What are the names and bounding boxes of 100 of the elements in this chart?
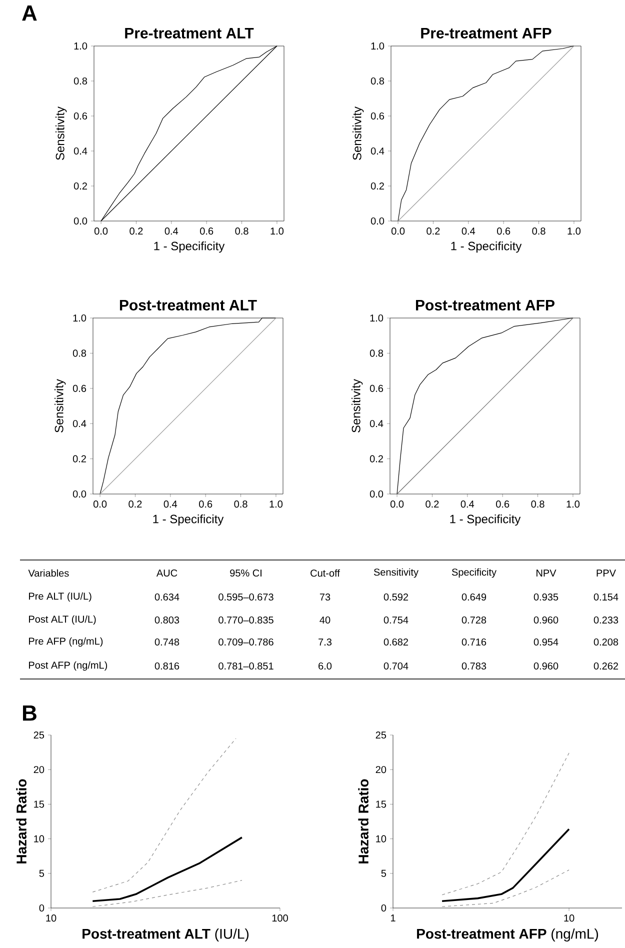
y-tick-label: 0.6 <box>72 384 86 392</box>
x-tick-label: 100 <box>272 914 288 922</box>
y-tick-label: 0.8 <box>74 77 88 85</box>
category-label: Variables <box>28 569 69 577</box>
y-tick-label: 0 <box>39 904 44 912</box>
y-tick-label: 0.2 <box>74 182 87 190</box>
y-tick-label: 5 <box>381 870 386 877</box>
x-tick-label: 1.0 <box>568 228 581 235</box>
y-tick-label: 0.6 <box>370 112 384 120</box>
y-tick-label: 10 <box>34 835 44 842</box>
chart-title: Pre-treatment AFP <box>421 28 552 38</box>
y-tick-label: 0.4 <box>370 420 384 428</box>
x-tick-label: 0.2 <box>426 228 440 235</box>
y-tick-label: 20 <box>376 766 386 774</box>
text: 0.154 <box>594 593 618 601</box>
x-tick-label: 0.2 <box>128 500 142 508</box>
y-tick-label: 0.0 <box>370 217 384 225</box>
text: 0.262 <box>594 662 618 670</box>
x-tick-label: 0.4 <box>164 228 178 235</box>
y-tick-label: 1.0 <box>371 42 384 50</box>
y-tick-label: 0.2 <box>72 455 86 462</box>
x-tick-label: 0.0 <box>390 500 404 508</box>
x-tick-label: 0.0 <box>94 228 108 235</box>
text: 0.770–0.835 <box>218 616 274 624</box>
text: 0.716 <box>462 638 486 646</box>
x-tick-label: 0.0 <box>391 228 405 235</box>
chart-title: Post-treatment AFP <box>416 300 554 310</box>
text: A <box>22 6 37 21</box>
text: 0.682 <box>384 638 408 646</box>
y-axis-title: Hazard Ratio <box>16 779 26 864</box>
text: 0.803 <box>154 616 180 624</box>
y-tick-label: 1.0 <box>370 314 384 322</box>
y-axis-title: Hazard Ratio <box>358 779 368 864</box>
x-tick-label: 0.2 <box>426 500 439 508</box>
y-tick-label: 20 <box>34 766 44 774</box>
y-tick-label: 0.8 <box>370 350 384 357</box>
x-tick-label: 10 <box>564 914 574 922</box>
x-axis-title: Post-treatment AFP (ng/mL) <box>417 928 598 942</box>
text: 0.709–0.786 <box>218 638 274 646</box>
y-tick-label: 25 <box>376 731 386 739</box>
x-tick-label: 1 <box>390 914 396 922</box>
category-label: 95% CI <box>230 569 262 577</box>
text: 0.960 <box>534 662 558 670</box>
y-tick-label: 0.4 <box>370 147 384 155</box>
chart-title: Post-treatment ALT <box>120 300 257 310</box>
y-tick-label: 15 <box>376 800 386 808</box>
x-tick-label: 10 <box>46 914 56 922</box>
text: 6.0 <box>318 662 332 670</box>
x-tick-label: 0.6 <box>200 228 214 235</box>
text: 7.3 <box>318 638 332 646</box>
y-tick-label: 0.0 <box>72 490 86 498</box>
x-tick-label: 0.0 <box>93 500 107 508</box>
text: 0.592 <box>384 593 408 601</box>
x-tick-label: 1.0 <box>566 500 580 508</box>
x-axis-title: Post-treatment ALT (IU/L) <box>82 928 249 942</box>
y-tick-label: 0.8 <box>370 77 384 85</box>
y-tick-label: 0.8 <box>72 350 86 357</box>
text: 0.704 <box>384 662 408 670</box>
x-tick-label: 0.8 <box>235 228 248 235</box>
text: 0.208 <box>594 638 618 646</box>
x-tick-label: 0.4 <box>460 500 474 508</box>
text: 0.748 <box>154 638 180 646</box>
x-tick-label: 1.0 <box>270 228 284 235</box>
text: 0.935 <box>534 593 558 601</box>
x-axis-title: 1 - Specificity <box>154 241 225 253</box>
text: 0.595–0.673 <box>218 593 274 601</box>
y-axis-title: Sensitivity <box>352 106 364 160</box>
text: 0.728 <box>462 616 486 624</box>
x-tick-label: 0.8 <box>234 500 248 508</box>
text: 0.783 <box>462 662 486 670</box>
x-tick-label: 0.2 <box>130 228 143 235</box>
y-tick-label: 0.4 <box>74 147 88 155</box>
category-label: Specificity <box>452 568 496 578</box>
x-tick-label: 0.8 <box>531 500 544 508</box>
text: 0.634 <box>154 593 180 601</box>
x-tick-label: 1.0 <box>270 500 283 508</box>
category-label: PPV <box>596 570 616 576</box>
y-tick-label: 25 <box>34 731 44 739</box>
text: Post ALT (IU/L) <box>29 615 96 625</box>
y-axis-title: Sensitivity <box>56 106 67 160</box>
text: 0.960 <box>534 616 558 624</box>
y-tick-label: 1.0 <box>73 314 86 322</box>
y-tick-label: 0.0 <box>74 217 88 225</box>
y-tick-label: 0.0 <box>370 490 384 498</box>
text: 0.649 <box>462 593 486 601</box>
x-tick-label: 0.4 <box>462 228 476 235</box>
text: B <box>23 706 36 721</box>
y-tick-label: 5 <box>39 870 44 877</box>
y-tick-label: 0.2 <box>370 182 384 190</box>
x-tick-label: 0.4 <box>164 500 178 508</box>
x-tick-label: 0.6 <box>496 500 510 508</box>
category-label: NPV <box>536 570 556 576</box>
y-tick-label: 0.4 <box>72 420 86 428</box>
x-axis-title: 1 - Specificity <box>450 514 521 526</box>
x-tick-label: 0.8 <box>532 228 546 235</box>
text: 73 <box>320 593 330 601</box>
category-label: Sensitivity <box>374 568 418 578</box>
category-label: AUC <box>156 569 178 577</box>
y-axis-title: Sensitivity <box>54 379 66 432</box>
text: Post AFP (ng/mL) <box>29 661 108 671</box>
